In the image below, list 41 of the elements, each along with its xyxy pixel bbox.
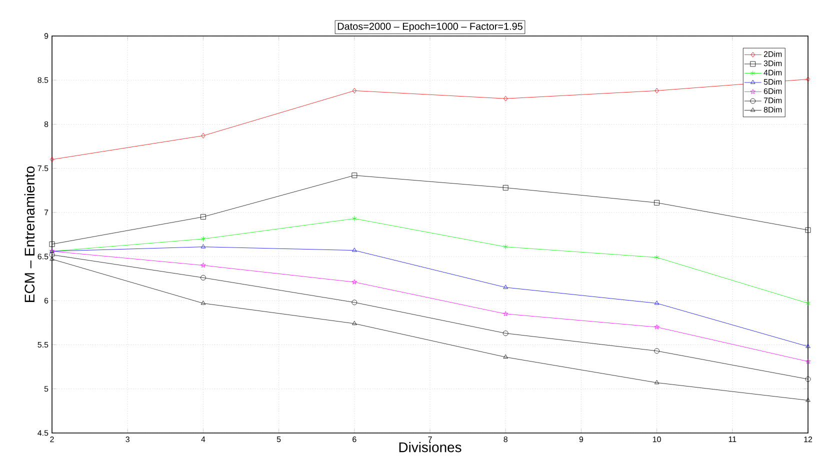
chart-title: Datos=2000 – Epoch=1000 – Factor=1.95 xyxy=(338,22,522,32)
point xyxy=(654,88,659,94)
point xyxy=(654,380,660,384)
y-axis-title: ECM – Entrenamiento xyxy=(24,166,35,302)
point xyxy=(504,96,508,102)
point xyxy=(201,132,206,138)
point xyxy=(806,76,810,82)
point xyxy=(352,279,357,284)
point xyxy=(352,320,357,326)
point xyxy=(502,330,508,336)
point xyxy=(200,214,206,220)
point xyxy=(352,248,357,252)
point xyxy=(806,300,810,306)
point xyxy=(50,156,54,162)
x-axis-title: Divisiones xyxy=(399,442,462,452)
point xyxy=(503,311,508,316)
point xyxy=(503,244,508,250)
point xyxy=(654,200,660,206)
point xyxy=(200,300,206,305)
point xyxy=(200,262,206,268)
point xyxy=(805,358,811,364)
point xyxy=(200,236,206,242)
point xyxy=(200,275,206,280)
point xyxy=(352,300,358,306)
point xyxy=(806,344,810,348)
point xyxy=(502,185,508,190)
point xyxy=(654,348,660,354)
point xyxy=(654,300,660,305)
point xyxy=(352,88,356,94)
point xyxy=(806,398,810,402)
point xyxy=(654,324,660,330)
point xyxy=(805,376,811,382)
point xyxy=(352,172,358,178)
point xyxy=(503,354,508,359)
point xyxy=(654,254,660,260)
point xyxy=(200,244,206,248)
point xyxy=(49,252,55,258)
point xyxy=(352,216,357,222)
point xyxy=(805,227,811,233)
point xyxy=(49,241,55,247)
point xyxy=(503,284,508,289)
